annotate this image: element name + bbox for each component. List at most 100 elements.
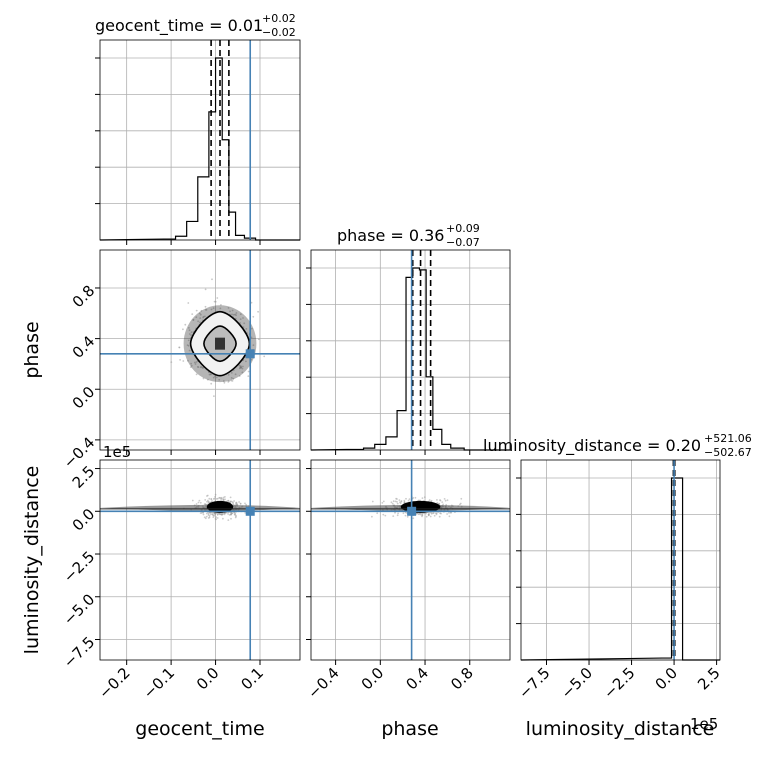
sample-point — [205, 517, 207, 519]
sample-point — [210, 498, 212, 500]
sample-point — [196, 310, 198, 312]
sample-point — [220, 498, 222, 500]
sample-point — [425, 513, 427, 515]
sample-point — [184, 324, 186, 326]
sample-point — [400, 503, 402, 505]
sample-point — [182, 328, 184, 330]
hist-geocent_time-bg — [100, 40, 300, 240]
hist-luminosity_distance-bg — [521, 460, 720, 660]
sample-point — [382, 514, 384, 516]
sample-point — [233, 500, 235, 502]
sample-point — [178, 347, 180, 349]
sample-point — [405, 515, 407, 517]
truth-marker-luminosity_distance vs geocent_time — [246, 507, 255, 516]
sample-point — [191, 313, 193, 315]
scatter-luminosity_distance vs phase-xticklabel-0: −0.4 — [304, 664, 342, 702]
truth-marker-luminosity_distance vs phase — [407, 507, 416, 516]
sample-point — [220, 514, 222, 516]
sample-point — [204, 499, 206, 501]
sample-point — [214, 496, 216, 498]
sample-point — [397, 513, 399, 515]
sample-point — [449, 515, 451, 517]
sample-point — [192, 500, 194, 502]
sample-point — [196, 503, 198, 505]
hist-luminosity_distance-xticklabel-0: −7.5 — [515, 664, 553, 702]
title-geocent-sub: −0.02 — [262, 26, 296, 39]
sample-point — [459, 504, 461, 506]
sample-point — [206, 513, 208, 515]
sample-point — [199, 500, 201, 502]
sample-point — [235, 503, 237, 505]
sample-point — [442, 504, 444, 506]
sample-point — [230, 518, 232, 520]
hist-luminosity_distance-xticklabel-4: 2.5 — [694, 664, 724, 694]
sample-point — [447, 499, 449, 501]
ylabel-phase: phase — [21, 321, 43, 378]
sample-point — [248, 371, 250, 373]
sample-point — [215, 513, 217, 515]
sample-point — [393, 500, 395, 502]
sample-point — [431, 500, 433, 502]
sample-point — [434, 515, 436, 517]
sample-point — [376, 512, 378, 514]
sample-point — [396, 498, 398, 500]
xlabel-lumdist: luminosity_distance — [526, 718, 715, 740]
sample-point — [421, 514, 423, 516]
sample-point — [429, 499, 431, 501]
sample-point — [404, 501, 406, 503]
sample-point — [205, 289, 207, 291]
sample-point — [217, 517, 219, 519]
y-offset-label: 1e5 — [103, 443, 131, 461]
hist-luminosity_distance-xticklabel-1: −5.0 — [558, 664, 596, 702]
scatter-luminosity_distance vs geocent_time-yticklabel-3: 0.0 — [69, 505, 99, 535]
sample-point — [445, 500, 447, 502]
title-geocent-sup: +0.02 — [262, 12, 296, 25]
sample-point — [383, 501, 385, 503]
sample-point — [257, 311, 259, 313]
sample-point — [397, 514, 399, 516]
sample-point — [227, 500, 229, 502]
sample-point — [381, 502, 383, 504]
sample-point — [200, 502, 202, 504]
sample-point — [179, 359, 181, 361]
scatter-luminosity_distance vs phase-xticklabel-2: 0.4 — [403, 664, 433, 694]
sample-point — [439, 516, 441, 518]
sample-point — [399, 499, 401, 501]
sample-point — [391, 501, 393, 503]
truth-marker-phase vs geocent_time — [246, 349, 255, 358]
sample-point — [433, 512, 435, 514]
sample-point — [424, 496, 426, 498]
title-phase-sub: −0.07 — [446, 236, 480, 249]
sample-point — [428, 513, 430, 515]
sample-point — [240, 503, 242, 505]
sample-point — [198, 502, 200, 504]
sample-point — [235, 517, 237, 519]
sample-point — [460, 498, 462, 500]
sample-point — [205, 306, 207, 308]
sample-point — [213, 395, 215, 397]
sample-point — [212, 513, 214, 515]
sample-point — [223, 499, 225, 501]
sample-point — [412, 497, 414, 499]
sample-point — [208, 514, 210, 516]
title-lumdist-sup: +521.06 — [704, 432, 752, 445]
sample-point — [397, 503, 399, 505]
scatter-luminosity_distance vs geocent_time-xticklabel-3: 0.1 — [237, 664, 267, 694]
sample-point — [446, 513, 448, 515]
sample-point — [215, 494, 217, 496]
scatter-phase vs geocent_time-yticklabel-3: 0.8 — [69, 282, 99, 312]
sample-point — [215, 516, 217, 518]
scatter-luminosity_distance vs phase-xticklabel-1: 0.0 — [358, 664, 388, 694]
xlabel-phase: phase — [381, 718, 438, 740]
scatter-luminosity_distance vs geocent_time-xticklabel-0: −0.2 — [95, 664, 133, 702]
sample-point — [244, 503, 246, 505]
sample-point — [441, 501, 443, 503]
title-lumdist: luminosity_distance = 0.20 — [483, 436, 701, 456]
sample-point — [222, 518, 224, 520]
sample-point — [440, 500, 442, 502]
sample-point — [247, 375, 249, 377]
sample-point — [205, 503, 207, 505]
sample-point — [252, 316, 254, 318]
sample-point — [224, 498, 226, 500]
scatter-luminosity_distance vs geocent_time-yticklabel-2: −2.5 — [60, 548, 98, 586]
